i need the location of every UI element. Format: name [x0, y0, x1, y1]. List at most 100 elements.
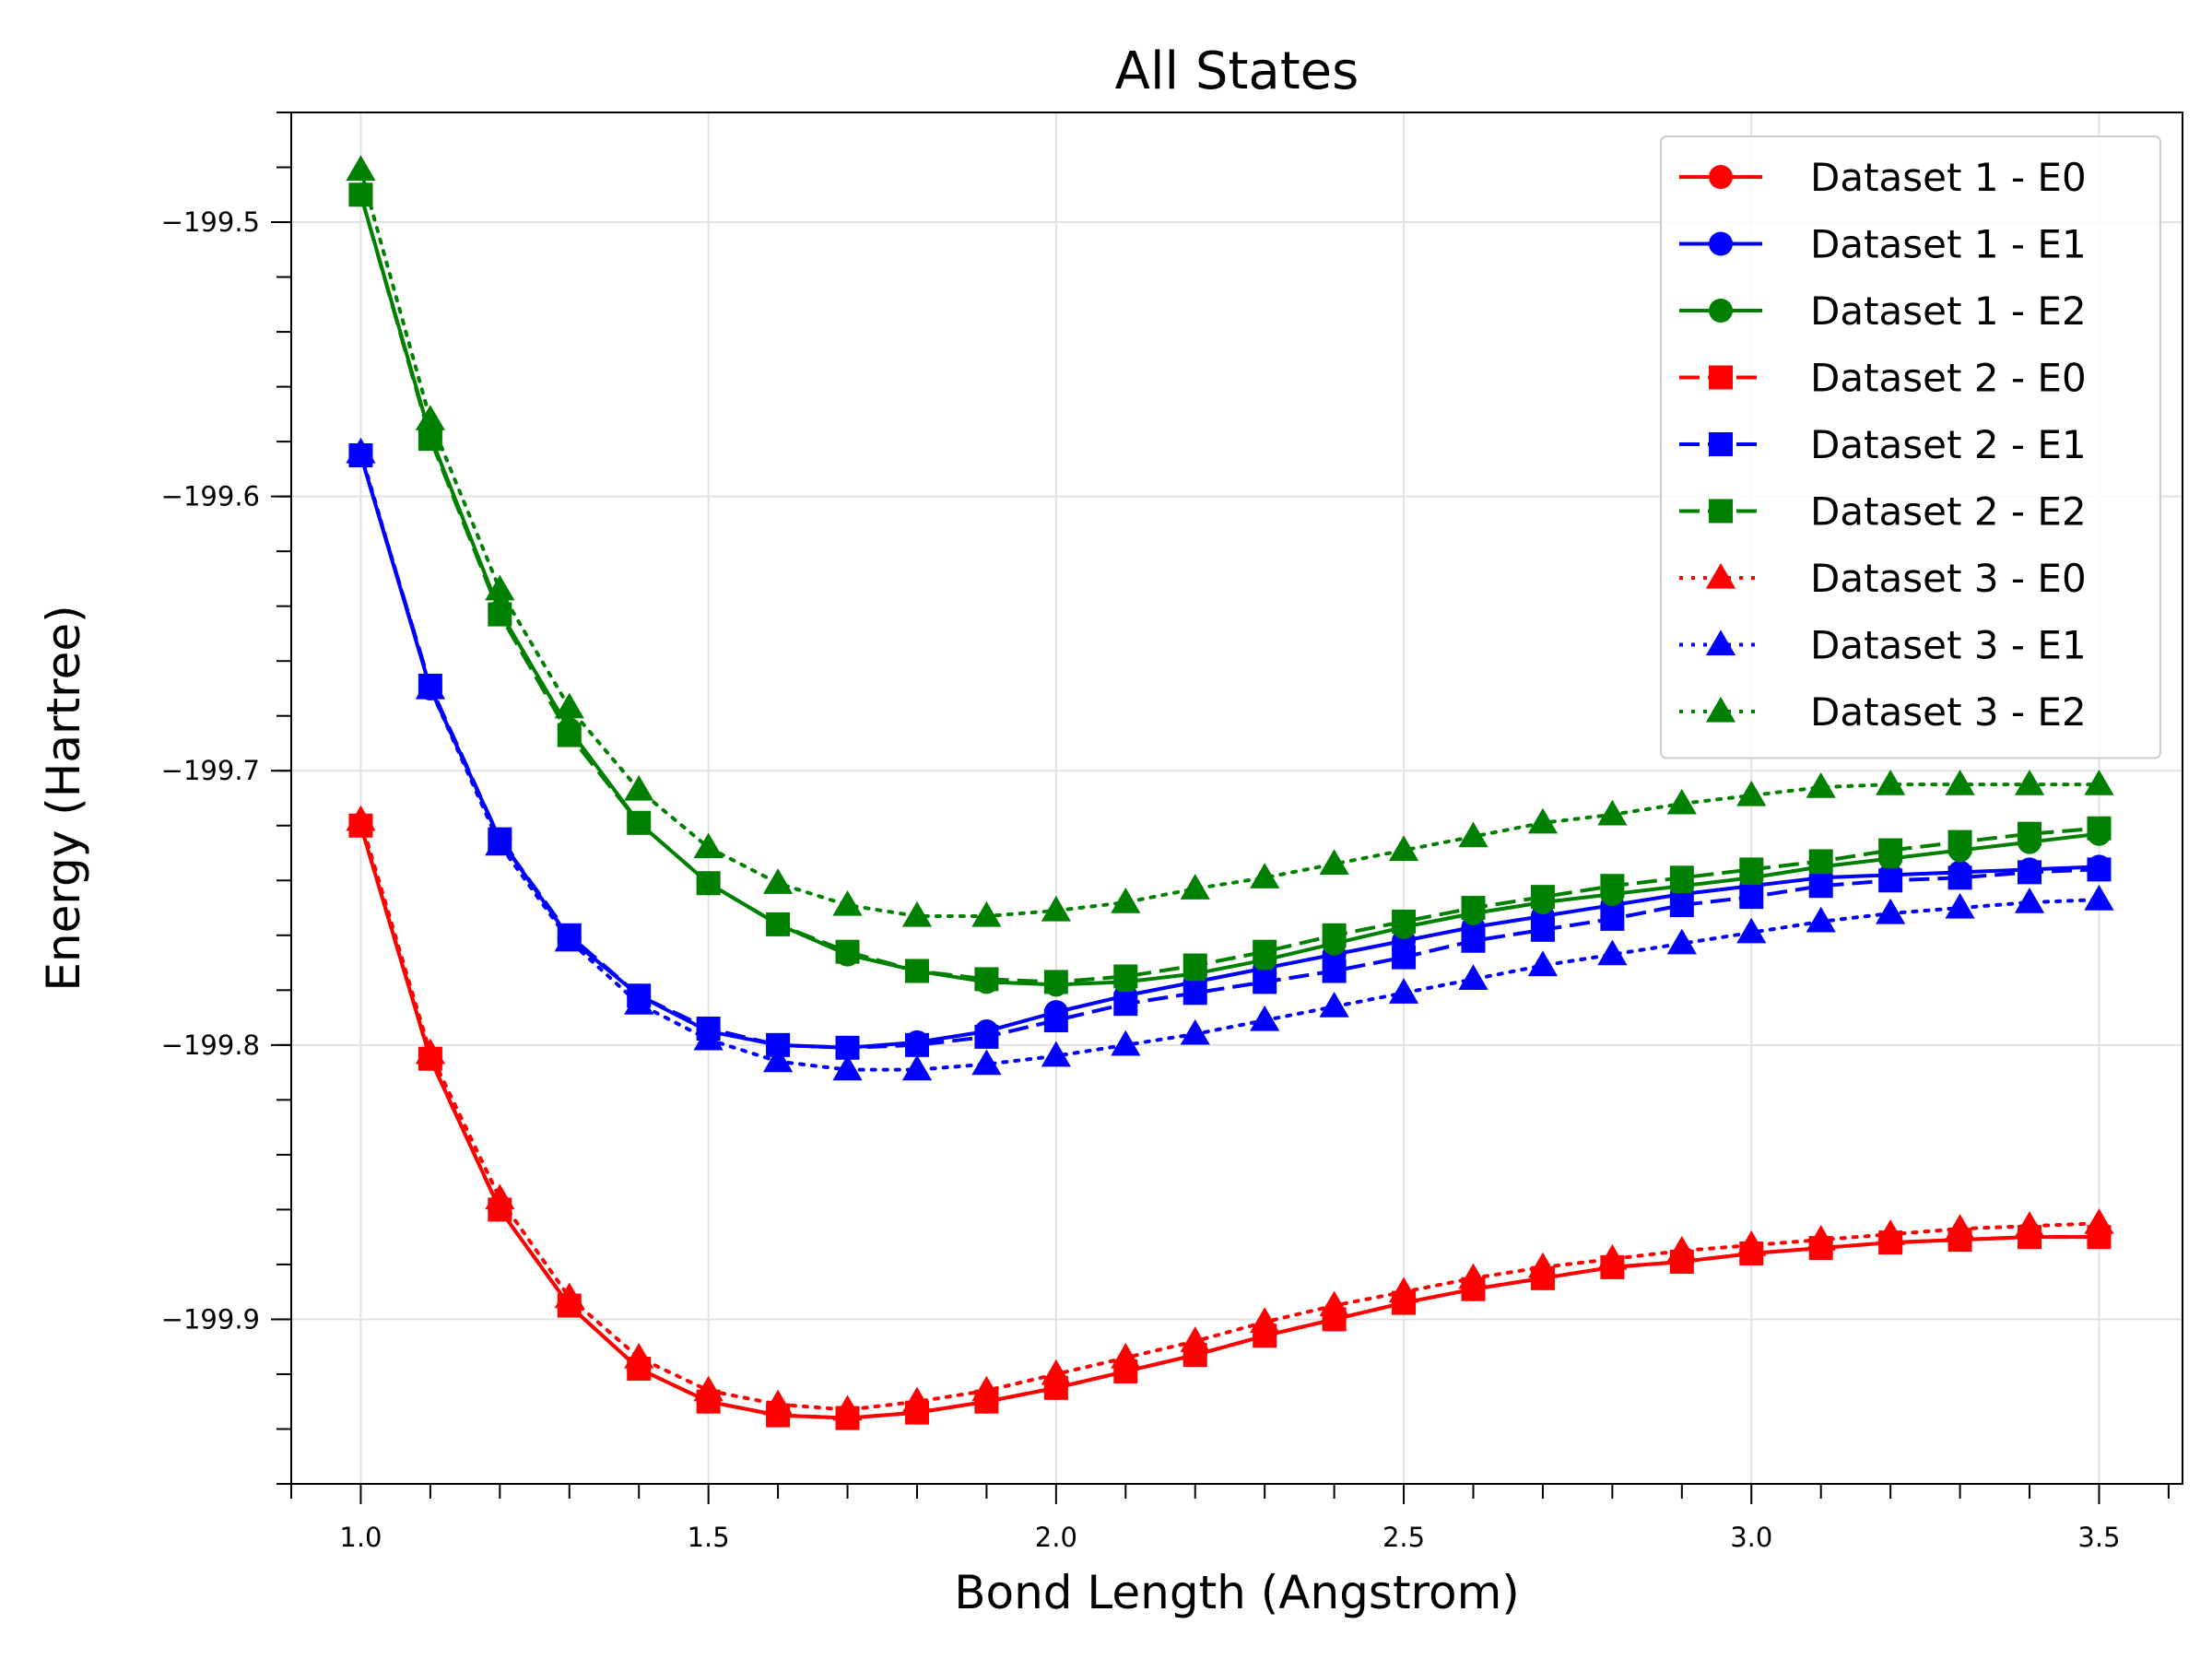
data-point: [1182, 981, 1207, 1006]
y-axis-title: Energy (Hartree): [37, 605, 90, 991]
legend-item: Dataset 2 - E1: [1679, 422, 2087, 467]
data-point: [1458, 964, 1488, 991]
x-axis-title: Bond Length (Angstrom): [954, 1566, 1520, 1619]
legend-marker: [1705, 629, 1736, 656]
data-point: [1388, 835, 1419, 862]
x-tick-label: 2.5: [1382, 1522, 1425, 1553]
legend-label: Dataset 1 - E2: [1810, 288, 2087, 334]
data-point: [2014, 770, 2045, 795]
data-point: [1739, 885, 1764, 910]
data-point: [1739, 857, 1764, 882]
legend-item: Dataset 1 - E1: [1679, 222, 2087, 267]
series-5: [348, 443, 2112, 1060]
data-point: [1806, 771, 1836, 798]
data-point: [1461, 928, 1486, 953]
data-point: [2084, 884, 2114, 911]
data-point: [554, 692, 584, 719]
data-point: [1322, 923, 1347, 947]
data-point: [1253, 939, 1277, 964]
x-tick-label: 1.5: [688, 1522, 730, 1553]
data-point: [1669, 865, 1694, 890]
data-point: [1319, 992, 1349, 1018]
legend-label: Dataset 3 - E2: [1810, 689, 2087, 735]
data-point: [415, 1038, 446, 1065]
data-point: [693, 1375, 724, 1402]
data-point: [485, 574, 515, 601]
data-point: [1666, 928, 1697, 955]
data-point: [1111, 1342, 1141, 1369]
legend-marker: [1709, 432, 1733, 456]
y-tick-label: −199.5: [161, 206, 260, 238]
data-point: [1041, 1359, 1071, 1385]
data-point: [901, 900, 933, 927]
legend-marker: [1705, 696, 1736, 723]
data-point: [1319, 849, 1349, 876]
data-point: [1597, 939, 1628, 966]
legend-marker: [1705, 562, 1736, 589]
legend-item: Dataset 1 - E0: [1679, 155, 2087, 200]
data-point: [1527, 1252, 1559, 1278]
data-point: [762, 1389, 794, 1416]
data-point: [1600, 874, 1625, 899]
series-line: [359, 818, 2101, 1412]
legend-marker: [1709, 299, 1733, 323]
x-tick-label: 3.5: [2077, 1522, 2120, 1553]
data-point: [1113, 964, 1138, 989]
data-point: [696, 871, 721, 896]
data-point: [346, 155, 376, 182]
legend-label: Dataset 1 - E1: [1810, 222, 2087, 267]
data-point: [624, 1342, 654, 1369]
series-9: [346, 155, 2114, 927]
data-point: [1392, 945, 1417, 970]
legend-label: Dataset 3 - E1: [1810, 623, 2087, 668]
legend-marker: [1709, 165, 1733, 189]
data-point: [762, 1046, 794, 1073]
data-point: [2087, 857, 2112, 882]
data-point: [901, 1386, 933, 1413]
data-point: [904, 959, 929, 983]
legend-item: Dataset 1 - E2: [1679, 288, 2087, 334]
data-point: [1597, 799, 1628, 826]
data-point: [971, 1375, 1002, 1402]
data-point: [1666, 788, 1697, 815]
data-point: [346, 805, 376, 831]
data-point: [1808, 874, 1833, 899]
legend-label: Dataset 3 - E0: [1810, 556, 2087, 601]
data-point: [1111, 887, 1141, 913]
data-point: [1322, 959, 1347, 983]
data-point: [1043, 970, 1068, 994]
data-point: [766, 912, 791, 936]
x-tick-label: 2.0: [1035, 1522, 1077, 1553]
data-point: [974, 967, 999, 992]
legend-item: Dataset 3 - E0: [1679, 556, 2087, 601]
series-layer: [346, 155, 2114, 1430]
data-point: [2014, 887, 2045, 913]
data-point: [832, 1394, 863, 1421]
data-point: [1250, 1307, 1280, 1334]
data-point: [1945, 770, 1975, 795]
data-point: [627, 810, 652, 835]
data-point: [1182, 953, 1207, 978]
data-point: [1388, 1277, 1419, 1303]
y-tick-label: −199.6: [161, 481, 260, 512]
data-point: [835, 939, 860, 964]
data-point: [1392, 909, 1417, 934]
data-point: [2084, 1208, 2114, 1234]
data-point: [1808, 849, 1833, 874]
data-point: [693, 832, 724, 859]
data-point: [1250, 1005, 1280, 1031]
data-point: [2014, 1211, 2045, 1237]
legend-item: Dataset 2 - E0: [1679, 356, 2087, 401]
data-point: [1250, 863, 1280, 888]
legend-label: Dataset 1 - E0: [1810, 155, 2087, 200]
data-point: [2018, 860, 2042, 885]
data-point: [488, 602, 512, 627]
legend-marker: [1709, 365, 1733, 390]
y-tick-label: −199.9: [161, 1303, 260, 1335]
data-point: [624, 774, 654, 801]
plot-area-frame: [290, 112, 2183, 1485]
series-6: [348, 182, 2112, 994]
legend-label: Dataset 2 - E2: [1810, 489, 2087, 535]
data-point: [1947, 865, 1972, 890]
